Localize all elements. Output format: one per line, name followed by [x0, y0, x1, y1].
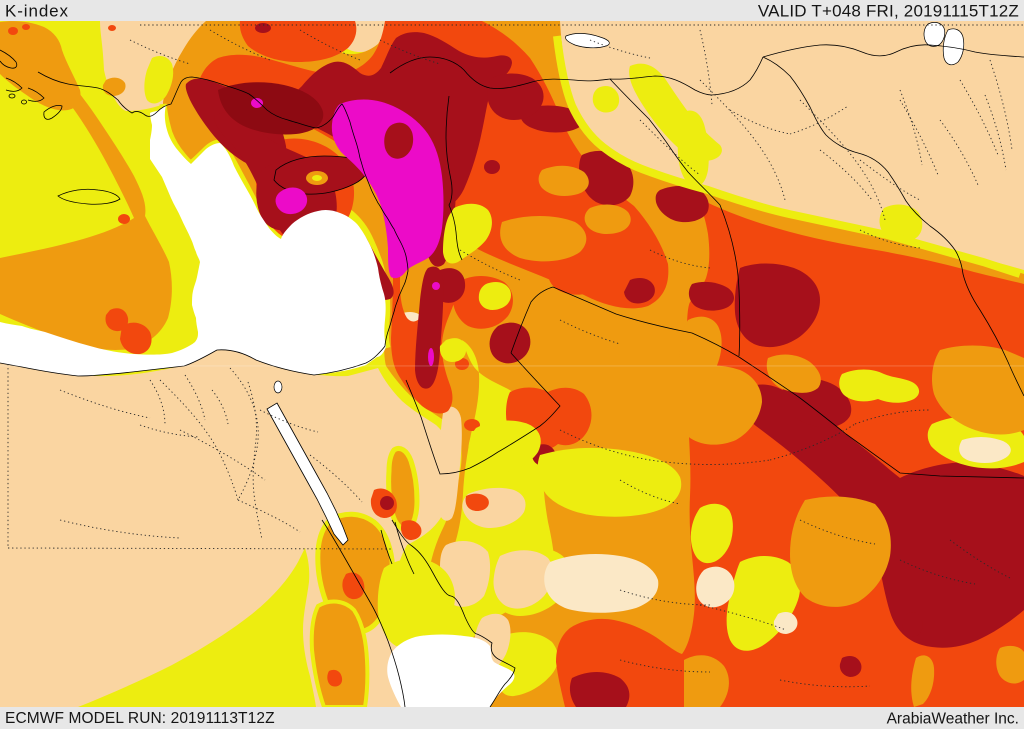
- svg-text:ECMWF MODEL RUN: 20191113T12Z: ECMWF MODEL RUN: 20191113T12Z: [5, 710, 275, 727]
- svg-text:ArabiaWeather Inc.: ArabiaWeather Inc.: [887, 711, 1019, 728]
- svg-text:K-index: K-index: [5, 2, 69, 21]
- svg-text:VALID T+048 FRI, 20191115T12Z: VALID T+048 FRI, 20191115T12Z: [758, 2, 1019, 21]
